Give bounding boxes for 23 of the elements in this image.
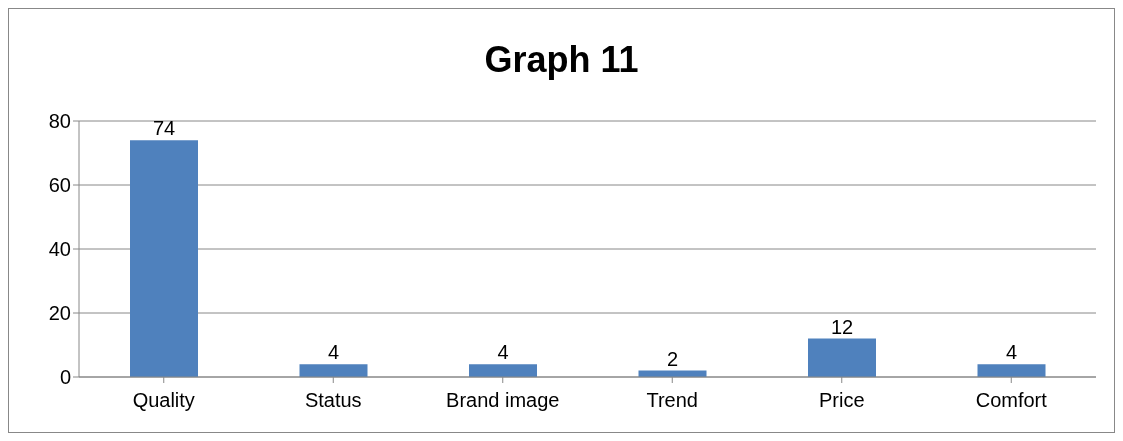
bar bbox=[299, 364, 368, 377]
x-tick-label: Price bbox=[818, 389, 865, 412]
y-tick-label: 80 bbox=[48, 110, 71, 133]
x-tick-label: Trend bbox=[646, 389, 699, 412]
y-tick-label: 60 bbox=[48, 174, 71, 197]
x-tick-label: Quality bbox=[132, 389, 195, 412]
y-tick-label: 0 bbox=[59, 366, 71, 389]
x-tick-label: Comfort bbox=[975, 389, 1048, 412]
bar bbox=[808, 338, 876, 377]
data-label: 74 bbox=[152, 117, 176, 140]
data-label: 2 bbox=[666, 347, 679, 370]
bar bbox=[977, 364, 1046, 377]
data-label: 4 bbox=[1005, 341, 1018, 364]
data-label: 12 bbox=[830, 315, 854, 338]
x-tick-label: Status bbox=[304, 389, 362, 412]
bar bbox=[469, 364, 537, 377]
chart-title: Graph 11 bbox=[483, 38, 640, 82]
y-tick-label: 20 bbox=[48, 302, 71, 325]
x-tick-label: Brand image bbox=[446, 389, 560, 412]
y-tick-label: 40 bbox=[48, 238, 71, 261]
data-label: 4 bbox=[327, 341, 340, 364]
bar bbox=[130, 140, 198, 377]
data-label: 4 bbox=[497, 341, 509, 364]
